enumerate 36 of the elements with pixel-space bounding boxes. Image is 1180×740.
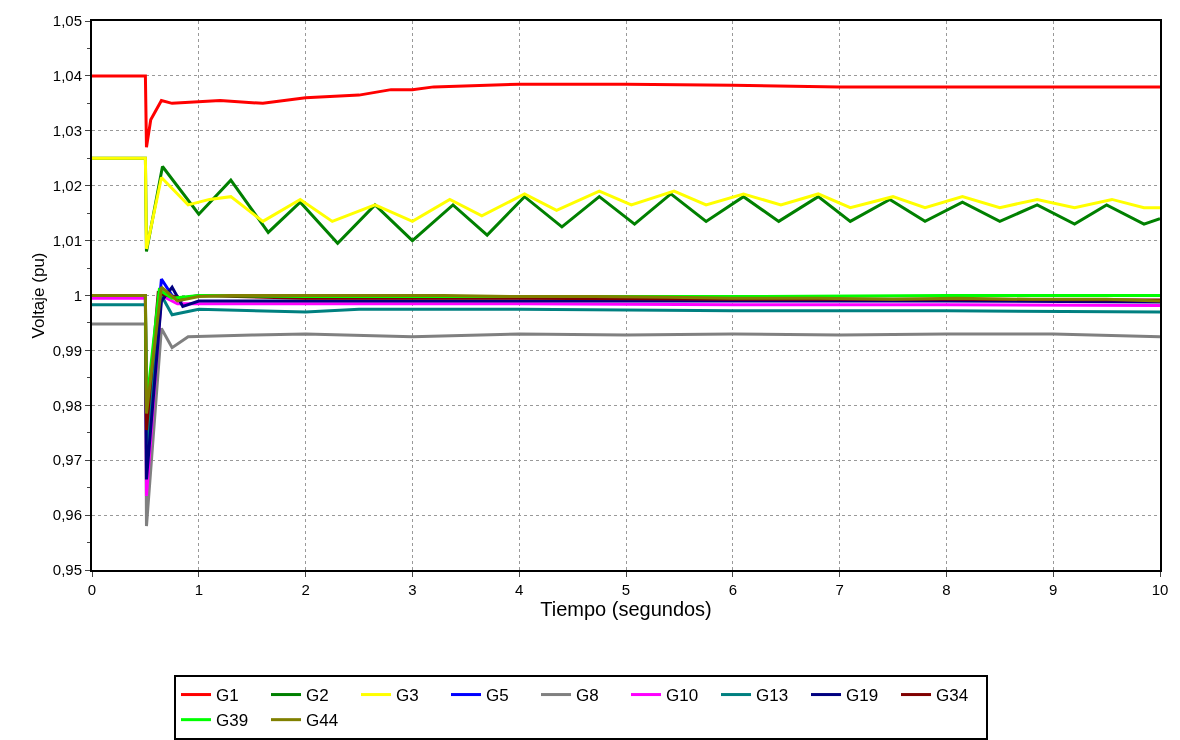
y-tick-label: 0,99 xyxy=(52,341,82,359)
legend-label: G2 xyxy=(306,686,329,706)
x-tick-label: 9 xyxy=(1049,581,1058,598)
legend-label: G39 xyxy=(216,711,249,731)
y-axis-title: Voltaje (pu) xyxy=(28,252,48,339)
legend-label: G19 xyxy=(846,686,879,706)
legend-label: G5 xyxy=(486,686,509,706)
x-tick-label: 5 xyxy=(621,581,631,598)
x-tick-label: 4 xyxy=(515,581,524,598)
y-tick-label: 1,05 xyxy=(52,12,82,30)
x-tick-label: 6 xyxy=(728,581,737,598)
x-tick-label: 8 xyxy=(942,581,951,598)
x-axis-title: Tiempo (segundos) xyxy=(540,598,712,620)
legend-label: G13 xyxy=(756,686,789,706)
line-series xyxy=(92,74,1160,149)
y-tick-label: 0,97 xyxy=(52,451,82,469)
legend-label: G3 xyxy=(396,686,419,706)
legend-label: G8 xyxy=(576,686,599,706)
y-tick-label: 1,04 xyxy=(52,67,82,85)
x-tick-label: 10 xyxy=(1151,581,1169,598)
y-tick-label: 0,95 xyxy=(52,561,82,579)
legend-label: G1 xyxy=(216,686,239,706)
legend-label: G44 xyxy=(306,711,339,731)
y-tick-label: 1,03 xyxy=(52,122,82,140)
y-tick-label: 1,01 xyxy=(52,231,82,249)
y-tick-label: 0,98 xyxy=(52,396,82,414)
y-tick-label: 0,96 xyxy=(52,506,82,524)
y-tick-label: 1,02 xyxy=(52,176,82,194)
x-tick-label: 7 xyxy=(835,581,844,598)
x-tick-label: 1 xyxy=(194,581,203,598)
legend-label: G34 xyxy=(936,686,969,706)
x-tick-label: 3 xyxy=(408,581,417,598)
x-tick-label: 2 xyxy=(301,581,310,598)
legend-label: G10 xyxy=(666,686,699,706)
x-tick-label: 0 xyxy=(87,581,97,598)
y-tick-label: 1 xyxy=(73,286,82,304)
